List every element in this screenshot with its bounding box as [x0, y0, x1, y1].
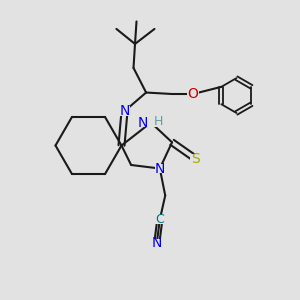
FancyBboxPatch shape	[155, 215, 165, 224]
Text: N: N	[154, 161, 165, 176]
FancyBboxPatch shape	[187, 89, 199, 99]
Text: N: N	[152, 236, 162, 250]
FancyBboxPatch shape	[154, 164, 165, 173]
Text: C: C	[155, 213, 164, 226]
FancyBboxPatch shape	[190, 154, 201, 164]
FancyBboxPatch shape	[142, 118, 159, 128]
Text: N: N	[119, 104, 130, 118]
Text: N: N	[138, 116, 148, 130]
Text: S: S	[191, 152, 200, 166]
FancyBboxPatch shape	[119, 106, 130, 116]
Text: H: H	[154, 115, 163, 128]
FancyBboxPatch shape	[152, 239, 162, 247]
Text: O: O	[188, 87, 198, 101]
